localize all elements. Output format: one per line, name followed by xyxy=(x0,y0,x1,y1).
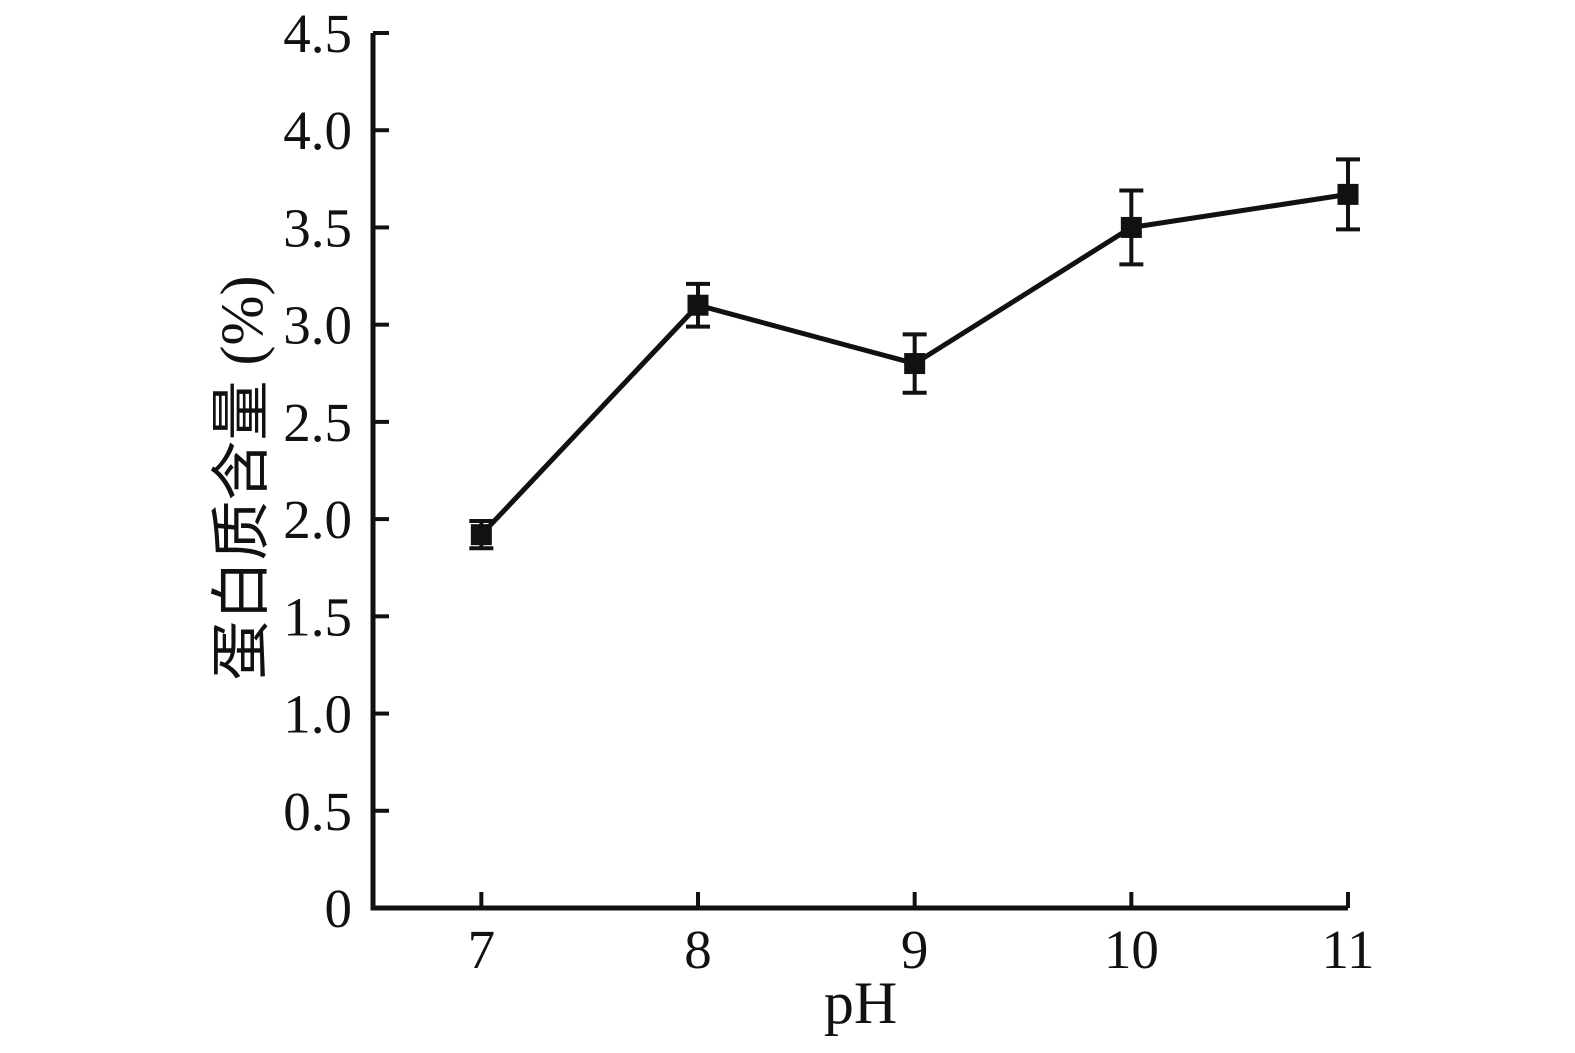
data-point-marker xyxy=(1337,183,1359,205)
y-tick-label: 0 xyxy=(325,878,353,939)
data-point-marker xyxy=(1120,216,1142,238)
y-tick-label: 4.0 xyxy=(283,100,352,161)
data-point-marker xyxy=(470,524,492,546)
x-tick-label: 10 xyxy=(1104,919,1159,980)
y-tick-label: 2.0 xyxy=(283,489,352,550)
y-tick-label: 3.0 xyxy=(283,295,352,356)
y-tick-label: 4.5 xyxy=(283,3,352,64)
y-tick-label: 0.5 xyxy=(283,781,352,842)
data-point-marker xyxy=(687,294,709,316)
x-tick-label: 11 xyxy=(1322,919,1375,980)
y-tick-label: 3.5 xyxy=(283,197,352,258)
y-tick-label: 1.5 xyxy=(283,586,352,647)
data-point-marker xyxy=(904,353,926,375)
x-tick-label: 7 xyxy=(468,919,496,980)
x-axis-title: pH xyxy=(824,970,897,1036)
y-tick-label: 1.0 xyxy=(283,684,352,745)
x-tick-label: 8 xyxy=(684,919,712,980)
y-axis-title: 蛋白质含量 (%) xyxy=(209,276,275,681)
x-tick-label: 9 xyxy=(901,919,929,980)
y-tick-label: 2.5 xyxy=(283,392,352,453)
axes-frame xyxy=(370,33,1348,911)
